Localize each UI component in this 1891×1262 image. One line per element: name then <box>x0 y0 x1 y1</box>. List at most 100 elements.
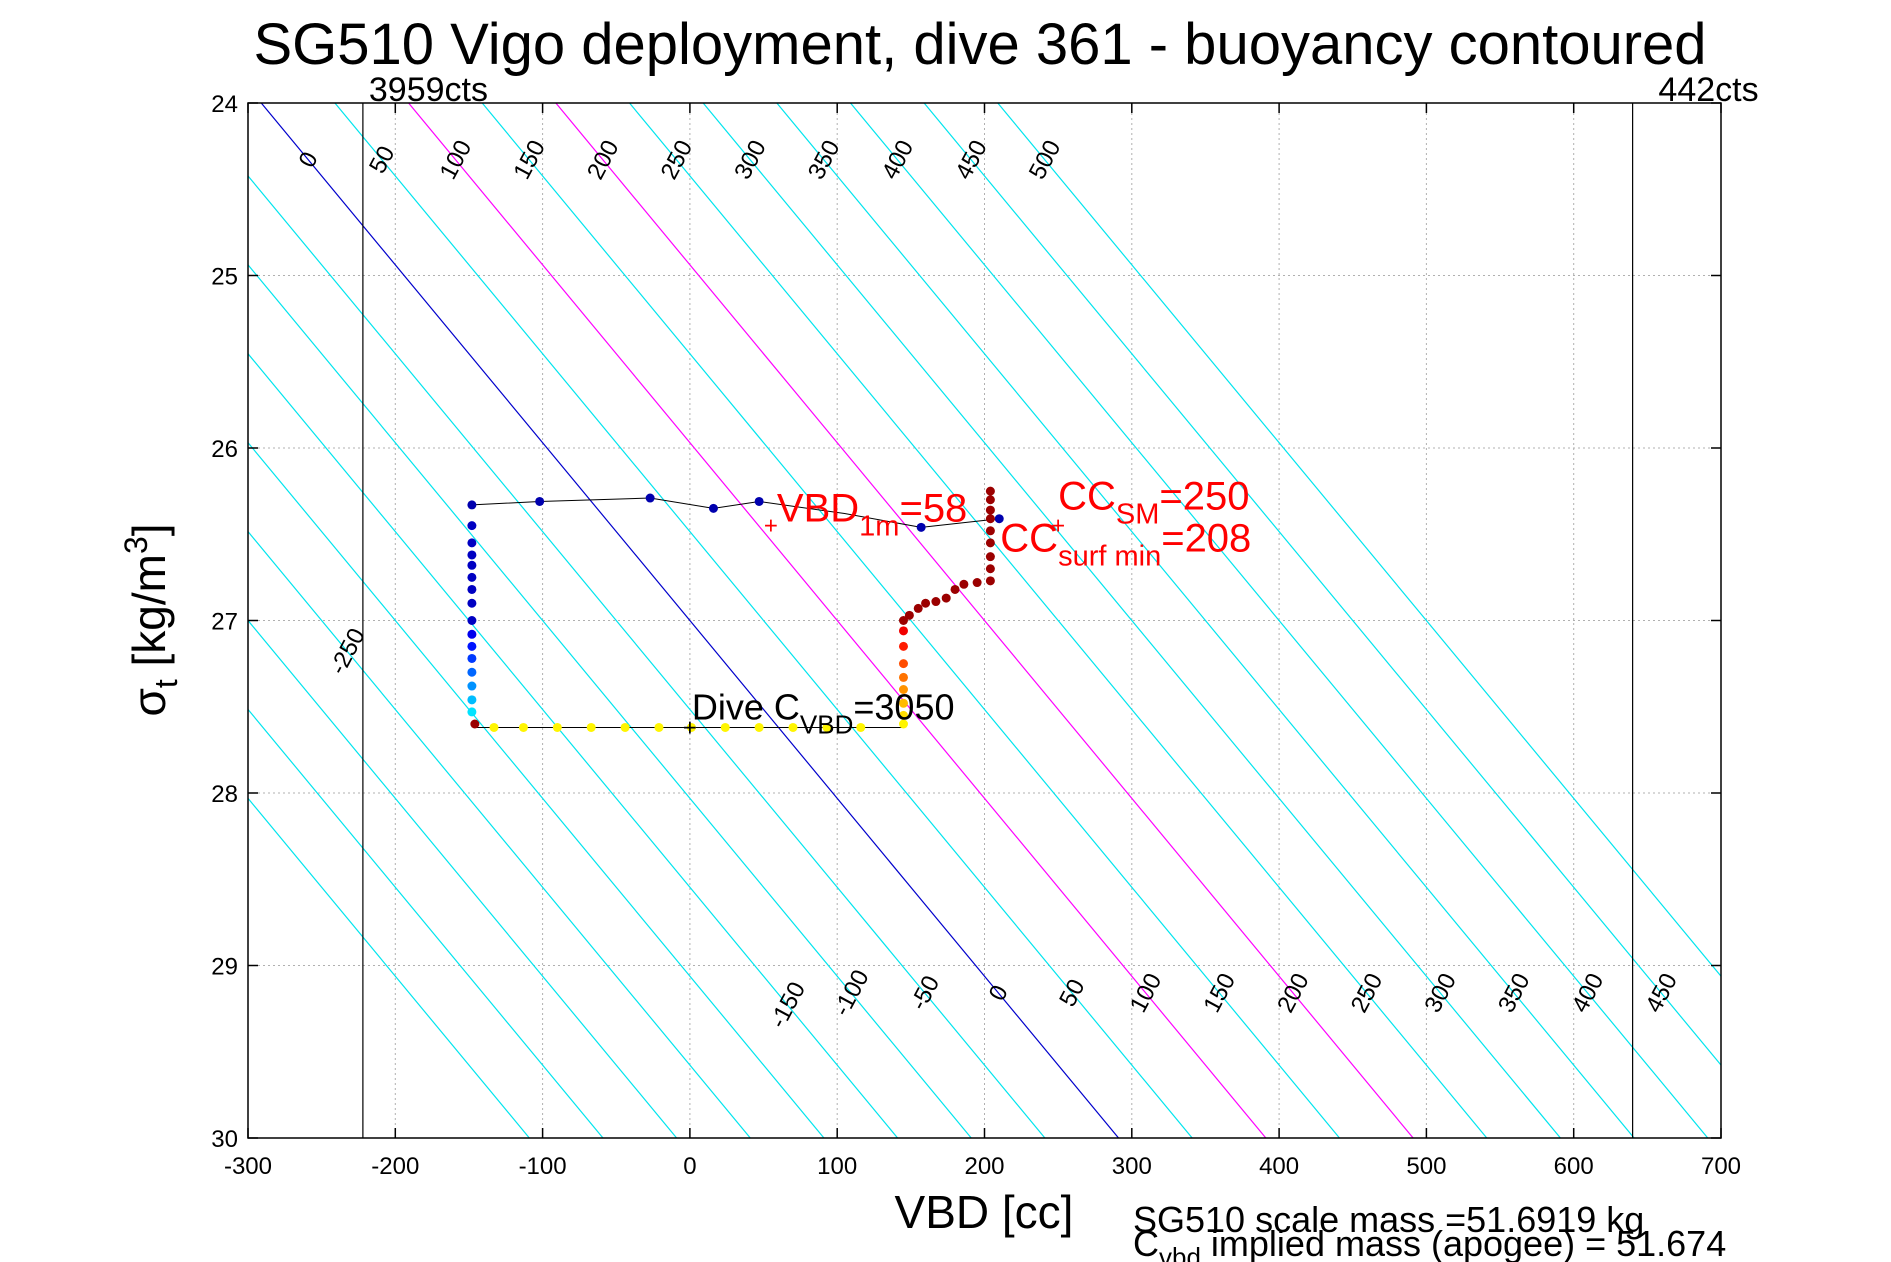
data-point <box>985 564 995 574</box>
data-point <box>916 522 926 532</box>
x-tick-label: -100 <box>519 1153 567 1180</box>
data-point <box>898 672 908 682</box>
data-point <box>535 496 545 506</box>
data-point <box>913 603 923 613</box>
data-point <box>985 552 995 562</box>
data-point <box>518 722 528 732</box>
footer-implied-mass-sub: vbd <box>1159 1242 1201 1262</box>
data-point <box>950 584 960 594</box>
data-point <box>686 722 696 732</box>
annotation-dive-c-sub: VBD <box>800 709 853 739</box>
footer-implied-mass-main: C <box>1133 1223 1159 1262</box>
annotation-dive-c: Dive CVBD=3050 <box>692 686 955 739</box>
y-axis-label-unit: [kg/m <box>123 554 175 679</box>
annotation-vbd-1m-value: =58 <box>899 487 967 531</box>
data-point <box>467 681 477 691</box>
data-point <box>586 722 596 732</box>
annotation-dive-c-value: =3050 <box>853 686 954 727</box>
vbd-limits: 3959cts 442cts <box>362 71 1759 1138</box>
data-point <box>467 629 477 639</box>
data-point <box>489 722 499 732</box>
buoyancy-contour <box>481 103 1340 1138</box>
data-point <box>972 578 982 588</box>
buoyancy-contour <box>923 103 1721 1067</box>
x-tick-label: 300 <box>1112 1153 1152 1180</box>
data-point <box>470 719 480 729</box>
y-tick-label: 30 <box>211 1126 238 1153</box>
annotation-cc-surf-min-main: CC <box>1000 517 1058 561</box>
annotation-dive-c-main: Dive C <box>692 686 800 727</box>
data-point <box>467 641 477 651</box>
annotation-cc-sm-marker: + <box>1051 513 1065 540</box>
data-point <box>985 486 995 496</box>
data-point <box>708 503 718 513</box>
data-point <box>898 616 908 625</box>
zero-buoyancy-contour <box>260 103 1120 1138</box>
x-tick-label: 0 <box>683 1153 696 1180</box>
annotation-cc-surf-min-sub: surf min <box>1058 541 1161 573</box>
data-point <box>898 719 908 729</box>
y-tick-label: 25 <box>211 264 238 291</box>
trace-line <box>471 497 1000 528</box>
data-point <box>552 722 562 732</box>
data-point <box>467 695 477 705</box>
highlight-buoyancy-contour <box>555 103 1414 1138</box>
data-point <box>931 597 941 607</box>
annotation-vbd-1m: VBD1m=58 <box>777 487 967 543</box>
contour-label-top: 0 <box>294 148 324 172</box>
chart-title: SG510 Vigo deployment, dive 361 - buoyan… <box>253 12 1706 77</box>
x-tick-label: -200 <box>371 1153 419 1180</box>
buoyancy-contour <box>702 103 1561 1138</box>
data-point <box>898 698 908 708</box>
annotation-cc-sm-value: =250 <box>1159 475 1249 519</box>
data-point <box>959 579 969 589</box>
contour-label-bottom: 0 <box>984 981 1014 1005</box>
data-point <box>985 526 995 536</box>
data-point <box>645 493 655 503</box>
y-tick-label: 29 <box>211 954 238 981</box>
data-point <box>467 560 477 570</box>
data-point <box>985 495 995 505</box>
data-point <box>822 722 832 732</box>
data-point <box>985 576 995 586</box>
data-point <box>788 722 798 732</box>
highlight-buoyancy-contour <box>408 103 1267 1138</box>
data-point <box>467 707 477 717</box>
y-tick-label: 26 <box>211 436 238 463</box>
data-point <box>467 572 477 582</box>
data-point <box>904 610 914 620</box>
data-point <box>467 538 477 548</box>
data-point <box>985 505 995 515</box>
buoyancy-contour <box>248 441 825 1138</box>
data-point <box>467 521 477 531</box>
y-tick-label: 27 <box>211 609 238 636</box>
y-axis-label-unit-sup: 3 <box>118 536 154 554</box>
buoyancy-contour <box>248 619 678 1138</box>
data-point <box>898 659 908 669</box>
annotation-vbd-1m-sub: 1m <box>859 511 899 543</box>
data-point <box>898 710 908 720</box>
data-point <box>467 584 477 594</box>
annotation-cc-sm: CCSM=250 <box>1058 475 1249 531</box>
y-axis-label-sub: t <box>148 679 184 688</box>
buoyancy-contour <box>248 797 530 1138</box>
data-point <box>467 653 477 663</box>
data-point <box>921 598 931 608</box>
data-point <box>856 722 866 732</box>
buoyancy-contour <box>849 103 1709 1138</box>
buoyancy-contour <box>248 174 1046 1138</box>
data-point <box>941 593 951 603</box>
data-point <box>467 500 477 510</box>
y-axis-label: σt [kg/m3] <box>118 523 184 716</box>
footer-implied-mass-text: implied mass (apogee) = 51.674 <box>1201 1223 1726 1262</box>
annotation-cc-surf-min: CCsurf min=208 <box>1000 517 1251 573</box>
y-tick-label: 28 <box>211 781 238 808</box>
buoyancy-contour <box>334 103 1193 1138</box>
data-point <box>654 722 664 732</box>
y-axis-label-main: σ <box>123 688 175 716</box>
data-point <box>994 514 1004 524</box>
annotation-vbd-1m-main: VBD <box>777 487 859 531</box>
data-point <box>467 598 477 608</box>
data-point <box>754 496 764 506</box>
axis-ticks: -300 -200 -100 0 100 200 300 400 500 600 700242526… <box>211 91 1741 1180</box>
